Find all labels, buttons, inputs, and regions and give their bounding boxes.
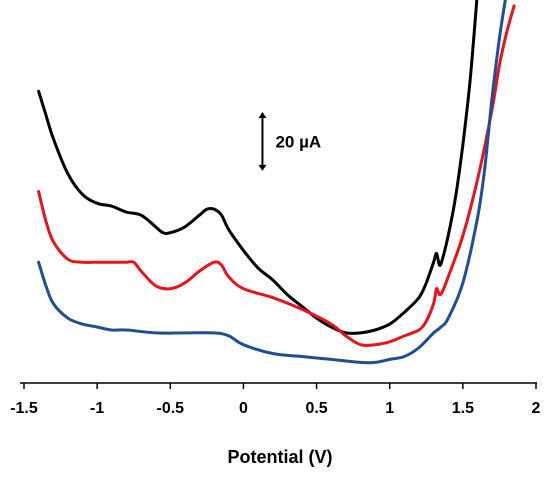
x-tick-label: -1 bbox=[90, 400, 104, 417]
scale-bar: 20 µA bbox=[258, 111, 321, 171]
series-line-3 bbox=[37, 0, 507, 365]
x-tick-label: 2 bbox=[532, 400, 541, 417]
series-layer bbox=[37, 0, 516, 365]
x-tick-label: 0 bbox=[239, 400, 248, 417]
x-tick-label: -1.5 bbox=[10, 400, 38, 417]
x-axis-title: Potential (V) bbox=[227, 447, 332, 467]
x-tick-label: 0.5 bbox=[305, 400, 327, 417]
x-ticks: -1.5 -1 -0.5 0 0.5 1 1.5 2 bbox=[10, 383, 541, 417]
x-tick-label: -0.5 bbox=[156, 400, 184, 417]
x-tick-label: 1.5 bbox=[452, 400, 474, 417]
scale-bar-label: 20 µA bbox=[275, 132, 321, 151]
series-line-2 bbox=[37, 4, 516, 347]
x-tick-label: 1 bbox=[385, 400, 394, 417]
scale-bar-arrow-down-icon bbox=[258, 164, 267, 171]
series-line-1 bbox=[37, 0, 479, 335]
scale-bar-arrow-up-icon bbox=[258, 111, 267, 118]
